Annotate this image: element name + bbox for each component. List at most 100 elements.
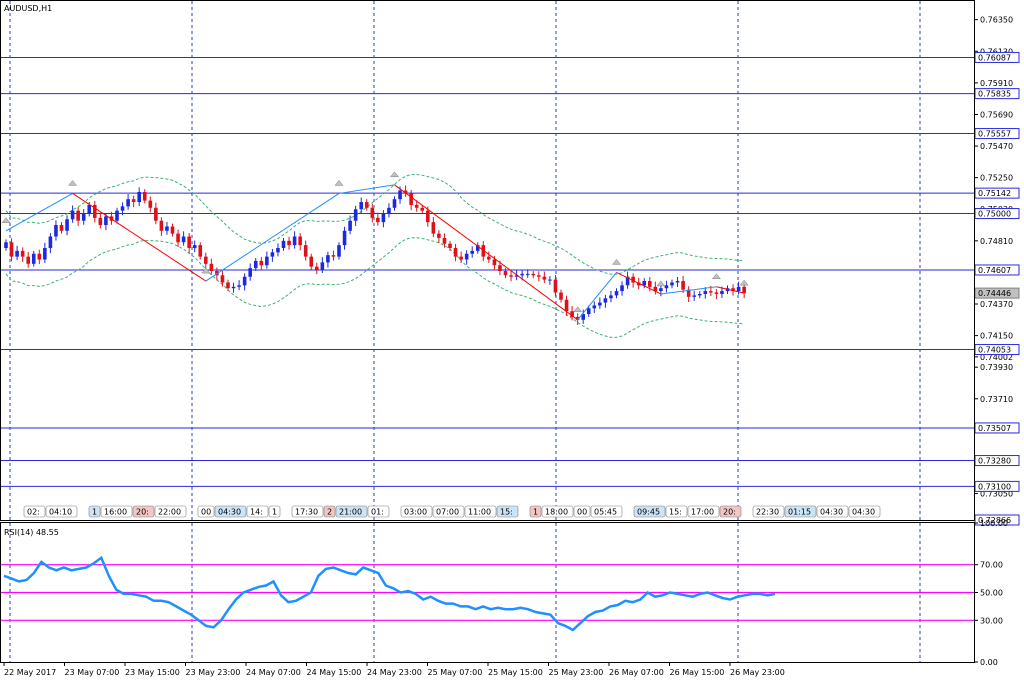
candle-body (525, 273, 530, 275)
candle-body (509, 275, 513, 277)
candle-body (459, 256, 463, 260)
level-label: 0.73100 (978, 482, 1011, 491)
time-tick-label: 22 May 2017 (4, 668, 56, 677)
event-tag: 20: (719, 505, 742, 518)
candle-body (292, 236, 297, 246)
candle-body (381, 213, 386, 223)
candle-body (93, 204, 97, 218)
candle-body (675, 281, 680, 283)
rsi-title: RSI(14) 48.55 (4, 528, 59, 537)
price-tick-label: 0.74150 (980, 332, 1013, 341)
candle-body (681, 281, 685, 290)
rsi-line (3, 555, 776, 632)
event-tag-label: 04:30 (820, 508, 843, 517)
event-tag-box (400, 505, 433, 518)
time-tick-label: 26 May 15:00 (670, 668, 725, 677)
event-tag-label: 20: (723, 508, 736, 517)
candle-body (414, 204, 419, 208)
candle-body (448, 243, 452, 249)
fractal-arrow-icon (656, 280, 666, 287)
event-tag: 16:00 (100, 505, 133, 518)
event-tag-box (590, 505, 623, 518)
event-tag-box (541, 505, 574, 518)
candle-body (659, 288, 663, 292)
zigzag-segment (660, 286, 717, 295)
candle-body (37, 253, 42, 260)
event-tag-label: 15: (500, 508, 513, 517)
event-tag: 01:15 (784, 505, 817, 518)
event-tag-label: 05:45 (594, 508, 617, 517)
fractal-arrow-icon (711, 273, 721, 280)
event-tag: 01: (367, 505, 390, 518)
level-label: 0.75142 (978, 189, 1011, 198)
price-tick-label: 0.73710 (980, 395, 1013, 404)
candle-body (370, 207, 375, 218)
fractal-arrow-icon (334, 180, 344, 186)
candle-body (714, 292, 719, 294)
price-tick-label: 0.74002 (980, 353, 1013, 362)
event-tag: 04:30 (848, 505, 881, 518)
candle-body (159, 220, 164, 231)
candle-body (492, 259, 497, 266)
event-tag-label: 03:00 (404, 508, 427, 517)
candle-body (59, 225, 64, 231)
candle-body (392, 199, 397, 208)
event-tag-box (816, 505, 849, 518)
candle-body (498, 265, 502, 271)
candle-body (270, 252, 275, 257)
candle-body (43, 248, 47, 260)
event-tag-box (848, 505, 881, 518)
upper-envelope (5, 173, 745, 275)
candle-body (398, 190, 402, 200)
candle-body (9, 242, 14, 257)
zigzag-segment (72, 193, 207, 282)
candle-body (742, 286, 746, 294)
candle-body (564, 299, 569, 312)
candle-body (620, 285, 624, 292)
candle-body (559, 292, 563, 300)
candle-body (142, 191, 147, 201)
zigzag-segment (205, 193, 340, 282)
event-tag-box (432, 505, 465, 518)
time-tick-label: 26 May 07:00 (609, 668, 664, 677)
level-label: 0.75835 (978, 90, 1011, 99)
event-tag: 09:45 (633, 505, 666, 518)
candle-body (542, 276, 547, 280)
candle-body (253, 260, 258, 269)
event-tag-label: 01:15 (788, 508, 811, 517)
event-tag-box (464, 505, 497, 518)
event-tag-box (45, 505, 78, 518)
time-tick-label: 25 May 23:00 (549, 668, 604, 677)
level-label: 0.75557 (978, 130, 1011, 139)
candle-body (670, 282, 674, 286)
event-tag: 21:00 (335, 505, 368, 518)
vertical-grid (9, 1, 921, 662)
candle-body (426, 210, 430, 223)
candle-body (20, 250, 25, 257)
price-tick-label: 0.73050 (980, 490, 1013, 499)
candle-body (598, 302, 602, 306)
candle-body (631, 276, 635, 283)
candle-body (348, 220, 352, 231)
candle-body (731, 288, 735, 292)
candle-body (198, 245, 203, 257)
candle-body (686, 289, 691, 297)
candle-body (31, 253, 36, 264)
price-tick-label: 0.75690 (980, 110, 1013, 119)
event-tag-label: 1 (92, 508, 97, 517)
event-tag-label: 00 (577, 508, 587, 517)
candle-body (586, 308, 591, 315)
event-tag-box (496, 505, 519, 518)
event-tag-label: 11:00 (468, 508, 491, 517)
candle-body (176, 233, 180, 243)
event-tag-label: 15: (669, 508, 682, 517)
candle-body (26, 256, 30, 264)
event-tag-box (665, 505, 688, 518)
candle-body (76, 210, 80, 221)
candle-body (697, 293, 702, 296)
level-label: 0.73280 (978, 457, 1011, 466)
event-tag-label: 04:30 (852, 508, 875, 517)
event-tag-label: 22:00 (158, 508, 181, 517)
fractal-arrow-icon (68, 180, 78, 186)
